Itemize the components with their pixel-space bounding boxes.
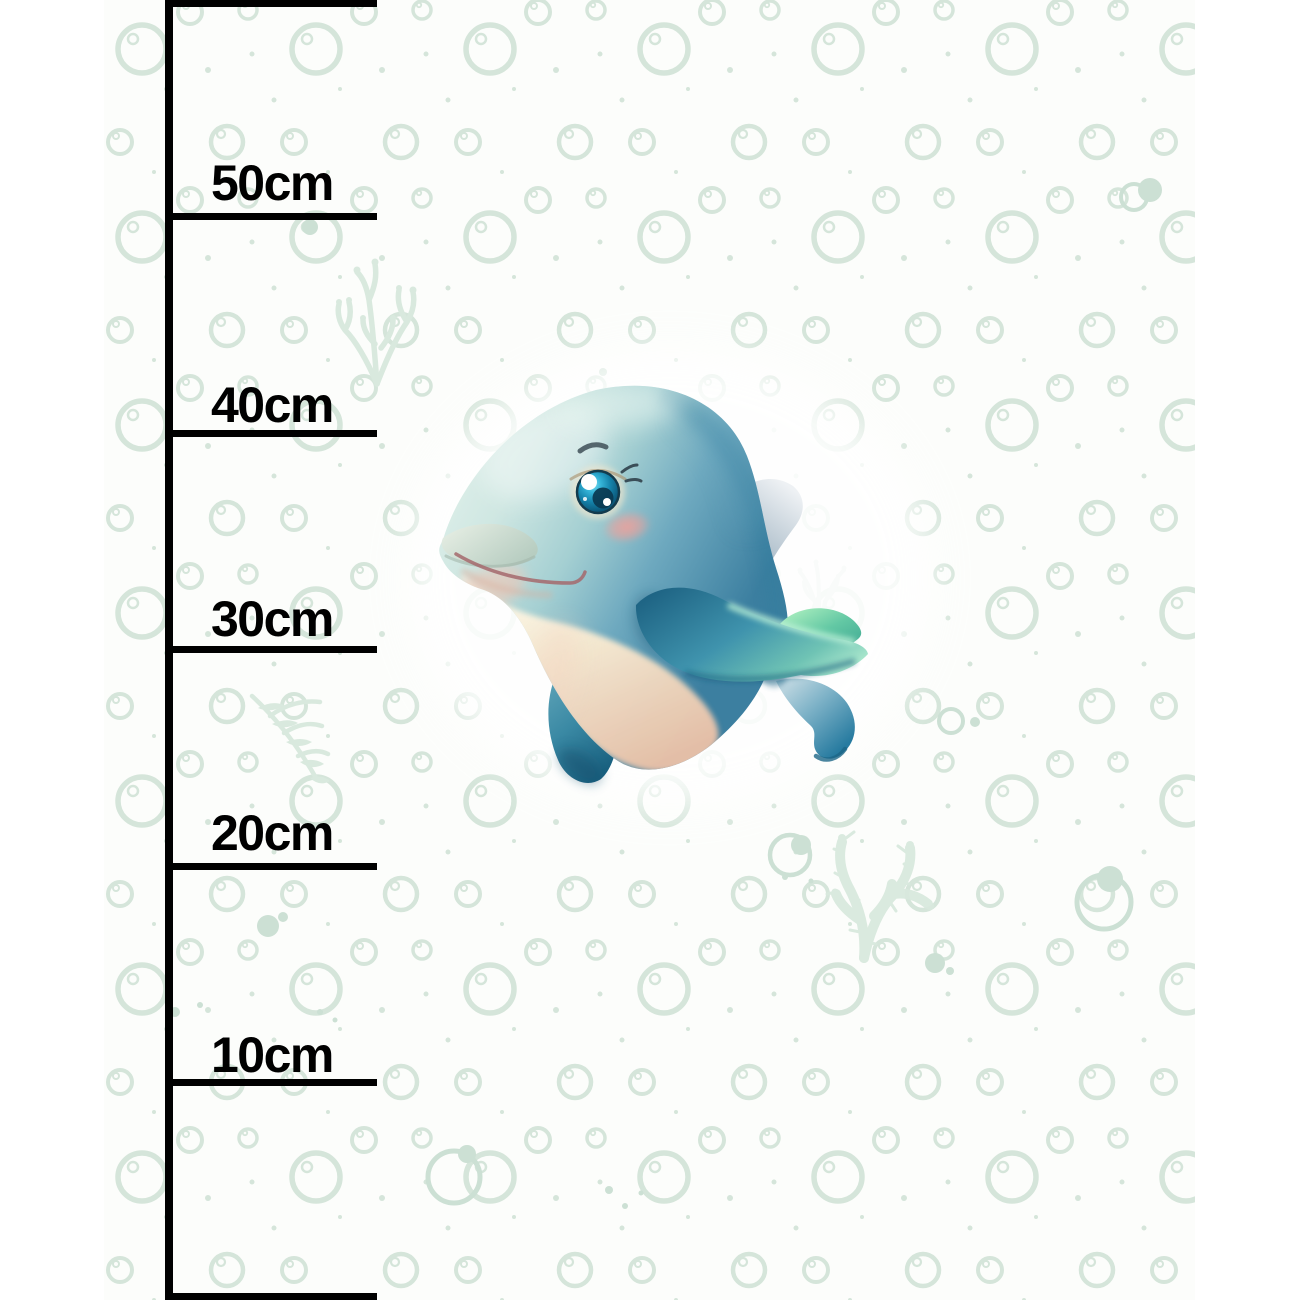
ruler-label-40cm: 40cm	[211, 377, 334, 433]
dolphin-beak	[441, 523, 587, 598]
dolphin-eyelashes	[620, 463, 643, 483]
ruler-label-30cm: 30cm	[211, 591, 334, 647]
ruler-tick-10cm	[165, 1079, 377, 1086]
ruler-label-20cm: 20cm	[211, 805, 334, 861]
dolphin-blush	[602, 510, 652, 544]
ruler-tick-0cm	[165, 1293, 377, 1300]
coral-motif-bottom	[825, 830, 934, 963]
ruler-tick-50cm	[165, 213, 377, 220]
ruler-label-50cm: 50cm	[211, 155, 334, 211]
ruler-tick-30cm	[165, 646, 377, 653]
dolphin-belly	[461, 575, 719, 770]
dolphin-fin	[633, 587, 868, 682]
coral-motif-top-left	[335, 258, 417, 387]
ruler-tick-40cm	[165, 430, 377, 437]
dolphin-illustration	[408, 350, 932, 806]
ruler-tick-60cm	[165, 0, 377, 7]
bubble-accents	[170, 178, 1162, 1209]
ruler-tick-20cm	[165, 863, 377, 870]
seaweed-sprig-left	[249, 693, 331, 784]
dolphin-eyebrow	[577, 442, 609, 454]
dolphin-eye	[569, 442, 643, 519]
ruler-label-10cm: 10cm	[211, 1027, 334, 1083]
